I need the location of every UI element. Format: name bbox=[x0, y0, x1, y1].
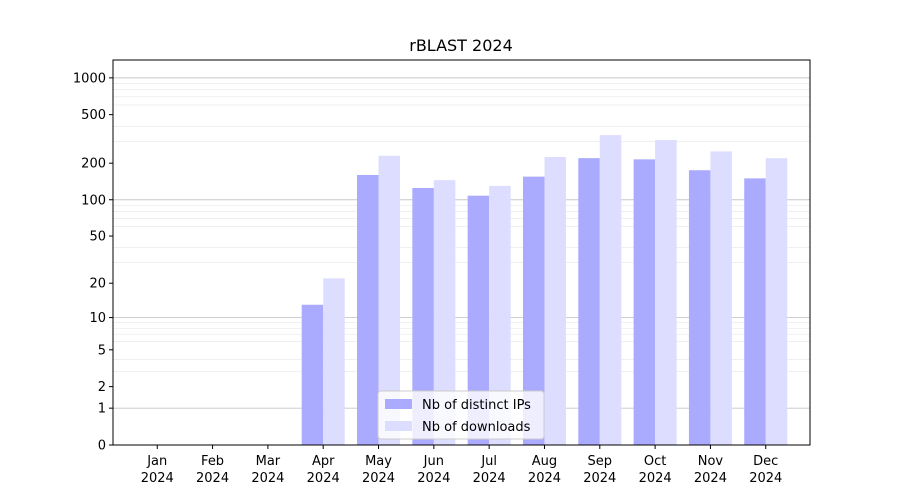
bar-distinct-ips bbox=[578, 158, 600, 445]
bar-downloads bbox=[489, 185, 511, 446]
y-tick-label: 1 bbox=[98, 402, 106, 417]
x-tick-label-month: Jun bbox=[423, 454, 444, 469]
bar-downloads bbox=[433, 180, 456, 446]
y-tick-label: 0 bbox=[98, 439, 106, 454]
bar-downloads bbox=[710, 151, 732, 446]
x-tick-label-month: Jan bbox=[146, 454, 167, 469]
bar-distinct-ips bbox=[744, 178, 766, 445]
x-tick-label-year: 2024 bbox=[528, 471, 561, 486]
x-tick-label-year: 2024 bbox=[196, 471, 229, 486]
x-axis: Jan 2024 Feb 2024 Mar 2024 Apr 2024 May 2024 Jun 20… bbox=[141, 445, 782, 486]
chart-title: rBLAST 2024 bbox=[409, 36, 513, 55]
y-tick-label: 200 bbox=[81, 157, 106, 172]
x-tick-label-year: 2024 bbox=[694, 471, 727, 486]
bar-distinct-ips bbox=[357, 174, 379, 445]
x-tick-label-year: 2024 bbox=[749, 471, 782, 486]
grid bbox=[113, 77, 810, 409]
legend-box bbox=[377, 390, 545, 440]
bar-distinct-ips bbox=[301, 304, 324, 445]
bar-distinct-ips bbox=[412, 187, 434, 445]
x-tick-label-month: Feb bbox=[201, 454, 224, 469]
bar-downloads bbox=[378, 155, 401, 446]
x-tick-label-year: 2024 bbox=[583, 471, 616, 486]
x-tick-label-month: Mar bbox=[256, 454, 281, 469]
legend-swatch bbox=[385, 399, 412, 409]
bar-downloads bbox=[323, 278, 345, 445]
legend-swatch bbox=[385, 421, 412, 431]
bar-distinct-ips bbox=[688, 170, 711, 445]
x-tick-label-year: 2024 bbox=[307, 471, 340, 486]
y-tick-label: 10 bbox=[89, 311, 106, 326]
y-tick-label: 500 bbox=[81, 108, 106, 123]
x-tick-label-month: Aug bbox=[532, 454, 557, 469]
x-tick-label-month: Oct bbox=[644, 454, 666, 469]
x-tick-label-month: Nov bbox=[698, 454, 724, 469]
bar-downloads bbox=[599, 135, 622, 445]
y-tick-label: 50 bbox=[89, 230, 106, 245]
x-tick-label-year: 2024 bbox=[141, 471, 174, 486]
x-tick-label-year: 2024 bbox=[639, 471, 672, 486]
x-tick-label-month: Jul bbox=[480, 454, 497, 469]
y-tick-label: 100 bbox=[81, 193, 106, 208]
y-tick-label: 20 bbox=[89, 277, 106, 292]
bar-distinct-ips bbox=[467, 195, 490, 445]
legend-label: Nb of distinct IPs bbox=[422, 398, 531, 413]
y-tick-label: 5 bbox=[98, 343, 106, 358]
x-tick-label-month: Dec bbox=[753, 454, 778, 469]
bar-downloads bbox=[544, 156, 566, 445]
x-tick-label-year: 2024 bbox=[362, 471, 395, 486]
x-tick-label-year: 2024 bbox=[417, 471, 450, 486]
bars bbox=[301, 135, 788, 446]
bar-distinct-ips bbox=[633, 159, 656, 445]
x-tick-label-month: May bbox=[365, 454, 392, 469]
y-axis: 0 1 2 5 10 20 50 100 200 500 1000 bbox=[73, 71, 113, 454]
plot-frame bbox=[112, 59, 811, 446]
y-tick-label: 1000 bbox=[73, 71, 106, 86]
x-tick-label-year: 2024 bbox=[251, 471, 284, 486]
bar-distinct-ips bbox=[522, 176, 545, 445]
bar-downloads bbox=[655, 139, 677, 446]
legend: Nb of distinct IPs Nb of downloads bbox=[377, 390, 545, 440]
x-tick-label-month: Apr bbox=[312, 454, 335, 469]
legend-label: Nb of downloads bbox=[422, 420, 531, 435]
x-tick-label-month: Sep bbox=[588, 454, 613, 469]
y-tick-label: 2 bbox=[98, 380, 106, 395]
x-tick-label-year: 2024 bbox=[473, 471, 506, 486]
bar-downloads bbox=[765, 158, 788, 445]
